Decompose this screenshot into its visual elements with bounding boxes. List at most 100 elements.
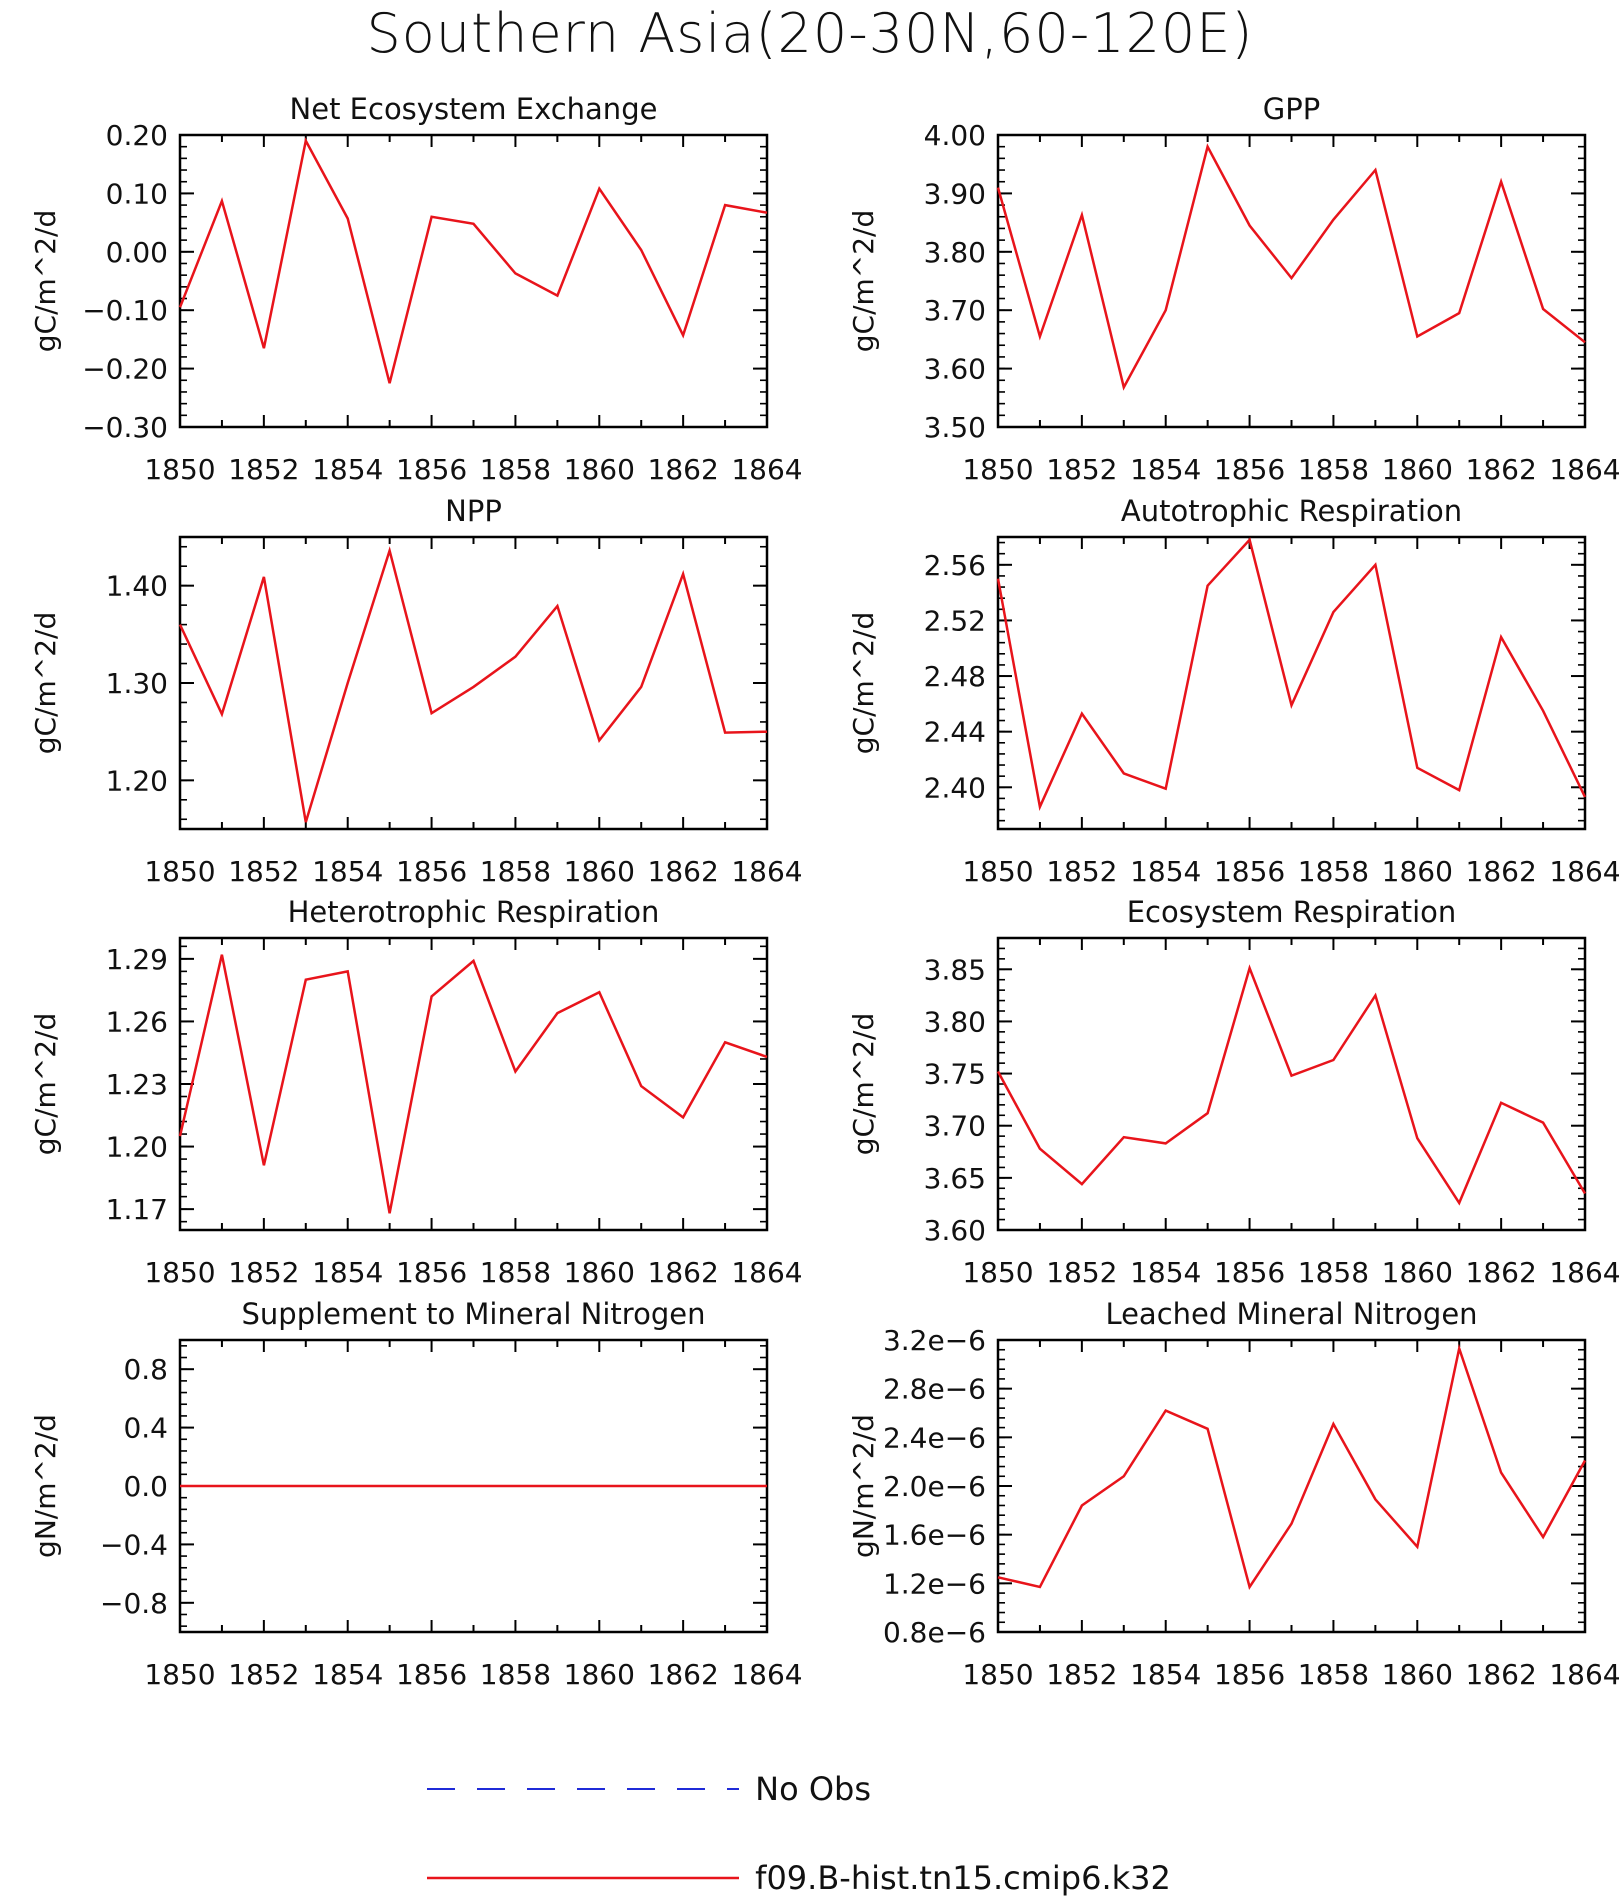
x-tick-label: 1854 <box>312 1658 383 1691</box>
y-tick-label: 0.0 <box>123 1470 168 1503</box>
y-tick-label: 3.2e−6 <box>883 1324 986 1357</box>
y-tick-label: −0.10 <box>82 294 168 327</box>
x-tick-label: 1852 <box>1046 1658 1117 1691</box>
plot-frame <box>996 535 1587 831</box>
x-tick-label: 1860 <box>1382 1256 1453 1289</box>
x-tick-label: 1864 <box>1549 453 1620 486</box>
y-axis-label: gC/m^2/d <box>847 210 880 353</box>
series-line <box>996 964 1587 1206</box>
x-tick-label: 1854 <box>1130 1256 1201 1289</box>
y-tick-label: 3.65 <box>924 1162 986 1195</box>
y-tick-label: 2.4e−6 <box>883 1421 986 1454</box>
x-tick-label: 1864 <box>731 1658 802 1691</box>
x-tick-label: 1854 <box>312 855 383 888</box>
y-tick-label: 2.40 <box>924 771 986 804</box>
x-tick-label: 1862 <box>648 453 719 486</box>
legend-label-model: f09.B-hist.tn15.cmip6.k32 <box>755 1859 1171 1897</box>
series-line <box>178 954 768 1214</box>
x-tick-label: 1850 <box>962 855 1033 888</box>
y-tick-label: 4.00 <box>924 119 986 152</box>
y-tick-label: 2.0e−6 <box>883 1470 986 1503</box>
x-tick-label: 1860 <box>564 1256 635 1289</box>
y-tick-label: 1.23 <box>106 1068 168 1101</box>
x-tick-label: 1854 <box>312 1256 383 1289</box>
y-tick-label: 3.75 <box>924 1058 986 1091</box>
panel-title: Heterotrophic Respiration <box>288 895 660 929</box>
panel-title: Leached Mineral Nitrogen <box>1105 1297 1477 1331</box>
x-tick-label: 1864 <box>731 1256 802 1289</box>
x-tick-label: 1850 <box>144 1256 215 1289</box>
x-tick-label: 1860 <box>564 855 635 888</box>
y-tick-label: −0.20 <box>82 353 168 386</box>
x-tick-label: 1858 <box>1298 855 1369 888</box>
x-tick-label: 1862 <box>1466 1658 1537 1691</box>
series-line <box>997 1343 1587 1591</box>
x-tick-label: 1850 <box>144 855 215 888</box>
series-line <box>178 546 768 823</box>
x-tick-label: 1858 <box>480 1256 551 1289</box>
x-tick-label: 1858 <box>480 453 551 486</box>
y-axis-label: gC/m^2/d <box>29 1013 62 1156</box>
x-tick-label: 1852 <box>1046 1256 1117 1289</box>
page-title: Southern Asia(20-30N,60-120E) <box>366 2 1254 65</box>
y-axis-label: gC/m^2/d <box>29 612 62 755</box>
y-tick-label: 2.44 <box>924 716 986 749</box>
x-tick-label: 1850 <box>962 453 1033 486</box>
y-axis-label: gC/m^2/d <box>29 210 62 353</box>
x-tick-label: 1862 <box>648 1256 719 1289</box>
y-tick-label: 0.00 <box>106 236 168 269</box>
y-tick-label: 1.17 <box>106 1193 168 1226</box>
panel-title: Ecosystem Respiration <box>1127 895 1457 929</box>
y-tick-label: 1.6e−6 <box>883 1519 986 1552</box>
y-tick-label: −0.30 <box>82 411 168 444</box>
y-axis-label: gN/m^2/d <box>847 1414 880 1558</box>
series-line <box>996 537 1587 811</box>
y-tick-label: 1.29 <box>106 943 168 976</box>
y-tick-label: 2.8e−6 <box>883 1373 986 1406</box>
legend-item-no-obs: No Obs <box>425 1768 871 1809</box>
x-tick-label: 1856 <box>396 453 467 486</box>
y-tick-label: 1.20 <box>106 1131 168 1164</box>
y-tick-label: 3.85 <box>924 953 986 986</box>
x-tick-label: 1850 <box>144 1658 215 1691</box>
plot-frame <box>178 133 769 429</box>
y-tick-label: 2.48 <box>924 660 986 693</box>
chart-panel-6: Supplement to Mineral Nitrogen 1850 1852 18… <box>29 1297 803 1691</box>
x-tick-label: 1860 <box>1382 855 1453 888</box>
y-tick-label: 2.52 <box>924 604 986 637</box>
panel-title: NPP <box>445 494 502 528</box>
y-tick-label: 0.8e−6 <box>883 1616 986 1649</box>
x-tick-label: 1864 <box>1549 1256 1620 1289</box>
x-tick-label: 1852 <box>228 855 299 888</box>
y-tick-label: 1.40 <box>106 570 168 603</box>
x-tick-label: 1858 <box>1298 1658 1369 1691</box>
y-tick-label: 0.4 <box>123 1412 168 1445</box>
plot-frame <box>996 133 1587 429</box>
y-tick-label: 0.10 <box>106 177 168 210</box>
x-tick-label: 1854 <box>1130 1658 1201 1691</box>
x-tick-label: 1854 <box>1130 855 1201 888</box>
x-tick-label: 1864 <box>1549 1658 1620 1691</box>
legend-swatch-solid <box>427 1876 739 1880</box>
plot-frame <box>996 1338 1587 1634</box>
y-tick-label: 3.50 <box>924 411 986 444</box>
series-line <box>996 143 1586 391</box>
y-tick-label: 3.70 <box>924 294 986 327</box>
panel-title: Supplement to Mineral Nitrogen <box>242 1297 706 1331</box>
plot-frame <box>178 936 769 1232</box>
chart-panel-7: Leached Mineral Nitrogen 1850 1852 1854 1856… <box>847 1297 1620 1691</box>
x-tick-label: 1858 <box>1298 1256 1369 1289</box>
y-tick-label: 3.60 <box>924 1214 986 1247</box>
x-tick-label: 1858 <box>480 1658 551 1691</box>
panel-title: Autotrophic Respiration <box>1121 494 1462 528</box>
x-tick-label: 1856 <box>1214 453 1285 486</box>
y-tick-label: 1.20 <box>106 764 168 797</box>
x-tick-label: 1852 <box>228 453 299 486</box>
x-tick-label: 1856 <box>1214 1658 1285 1691</box>
y-tick-label: 3.90 <box>924 177 986 210</box>
chart-panel-0: Net Ecosystem Exchange 1850 1852 1854 1856 18… <box>29 92 803 486</box>
legend-item-model: f09.B-hist.tn15.cmip6.k32 <box>425 1857 1171 1898</box>
y-tick-label: −0.4 <box>100 1528 168 1561</box>
y-tick-label: 3.70 <box>924 1110 986 1143</box>
